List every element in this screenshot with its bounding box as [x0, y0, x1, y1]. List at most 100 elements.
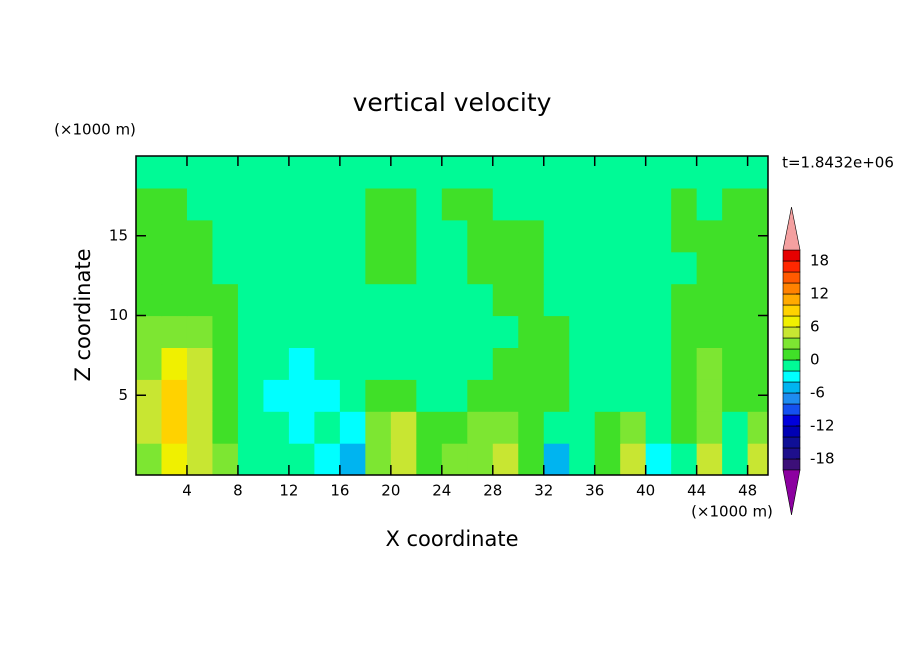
contour-cell [339, 283, 366, 317]
contour-cell [237, 251, 265, 285]
contour-cell [314, 219, 341, 253]
contour-cell [696, 187, 723, 221]
contour-cell [288, 251, 315, 285]
contour-cell [696, 251, 723, 285]
x-tick-label: 12 [279, 482, 298, 500]
contour-cell [747, 187, 768, 221]
contour-cell [441, 411, 468, 444]
contour-cell [722, 411, 749, 444]
contour-cell [747, 443, 768, 475]
contour-cell [365, 379, 392, 412]
contour-cell [722, 379, 749, 412]
contour-cell [594, 283, 621, 317]
contour-field [136, 156, 768, 475]
contour-cell [569, 411, 596, 444]
contour-cell [237, 283, 265, 317]
contour-cell [467, 315, 494, 348]
contour-cell [314, 411, 341, 444]
contour-cell [747, 347, 768, 380]
contour-cell [696, 283, 723, 317]
colorbar-tick-label: 6 [810, 318, 820, 336]
colorbar-box [782, 249, 801, 262]
contour-cell [543, 251, 570, 285]
x-tick-label: 40 [636, 482, 655, 500]
contour-cell [186, 156, 214, 189]
contour-cell [161, 315, 188, 348]
contour-cell [569, 315, 596, 348]
colorbar-tick-label: -12 [810, 417, 835, 435]
contour-cell [136, 315, 163, 348]
contour-cell [645, 283, 672, 317]
contour-cell [416, 443, 443, 475]
contour-cell [263, 411, 290, 444]
contour-cell [671, 315, 698, 348]
contour-cell [594, 443, 621, 475]
x-axis-label: X coordinate [385, 527, 518, 551]
contour-cell [186, 379, 214, 412]
colorbar-box [782, 282, 801, 295]
contour-cell [645, 411, 672, 444]
time-label: t=1.8432e+06 [782, 154, 894, 172]
contour-cell [365, 156, 392, 189]
contour-cell [441, 379, 468, 412]
contour-cell [390, 379, 417, 412]
contour-cell [620, 379, 647, 412]
y-tick-label: 15 [109, 226, 128, 244]
contour-cell [518, 315, 545, 348]
contour-cell [390, 443, 417, 475]
contour-cell [263, 219, 290, 253]
contour-cell [136, 156, 163, 189]
contour-cell [161, 219, 188, 253]
y-axis-label: Z coordinate [71, 248, 95, 381]
contour-cell [212, 315, 239, 348]
contour-cell [467, 443, 494, 475]
contour-cell [263, 443, 290, 475]
contour-cell [492, 379, 519, 412]
contour-cell [569, 347, 596, 380]
contour-cell [696, 219, 723, 253]
contour-cell [543, 411, 570, 444]
contour-cell [620, 219, 647, 253]
contour-cell [569, 443, 596, 475]
contour-cell [620, 251, 647, 285]
contour-cell [543, 156, 570, 189]
colorbar-box [782, 337, 801, 350]
contour-cell [441, 315, 468, 348]
contour-cell [186, 443, 214, 475]
colorbar-box [782, 403, 801, 416]
contour-cell [722, 187, 749, 221]
colorbar-tick-label: 0 [810, 351, 820, 369]
contour-cell [645, 379, 672, 412]
contour-cell [263, 315, 290, 348]
contour-cell [263, 379, 290, 412]
contour-cell [518, 283, 545, 317]
x-tick-label: 44 [687, 482, 706, 500]
contour-cell [645, 443, 672, 475]
contour-cell [212, 411, 239, 444]
contour-cell [569, 251, 596, 285]
colorbar-box [782, 326, 801, 339]
contour-cell [569, 187, 596, 221]
contour-cell [620, 315, 647, 348]
contour-cell [186, 187, 214, 221]
x-tick-label: 24 [432, 482, 451, 500]
contour-cell [543, 283, 570, 317]
contour-cell [467, 411, 494, 444]
y-tick-label: 10 [109, 306, 128, 324]
contour-cell [186, 347, 214, 380]
contour-cell [594, 219, 621, 253]
colorbar-extend-high [782, 206, 801, 251]
contour-cell [722, 443, 749, 475]
contour-cell [747, 315, 768, 348]
contour-cell [543, 347, 570, 380]
contour-cell [747, 283, 768, 317]
contour-cell [390, 347, 417, 380]
colorbar-box [782, 425, 801, 438]
contour-cell [467, 156, 494, 189]
contour-cell [645, 187, 672, 221]
contour-cell [441, 347, 468, 380]
contour-cell [237, 315, 265, 348]
x-unit: (×1000 m) [691, 503, 773, 521]
contour-cell [416, 379, 443, 412]
contour-cell [441, 283, 468, 317]
